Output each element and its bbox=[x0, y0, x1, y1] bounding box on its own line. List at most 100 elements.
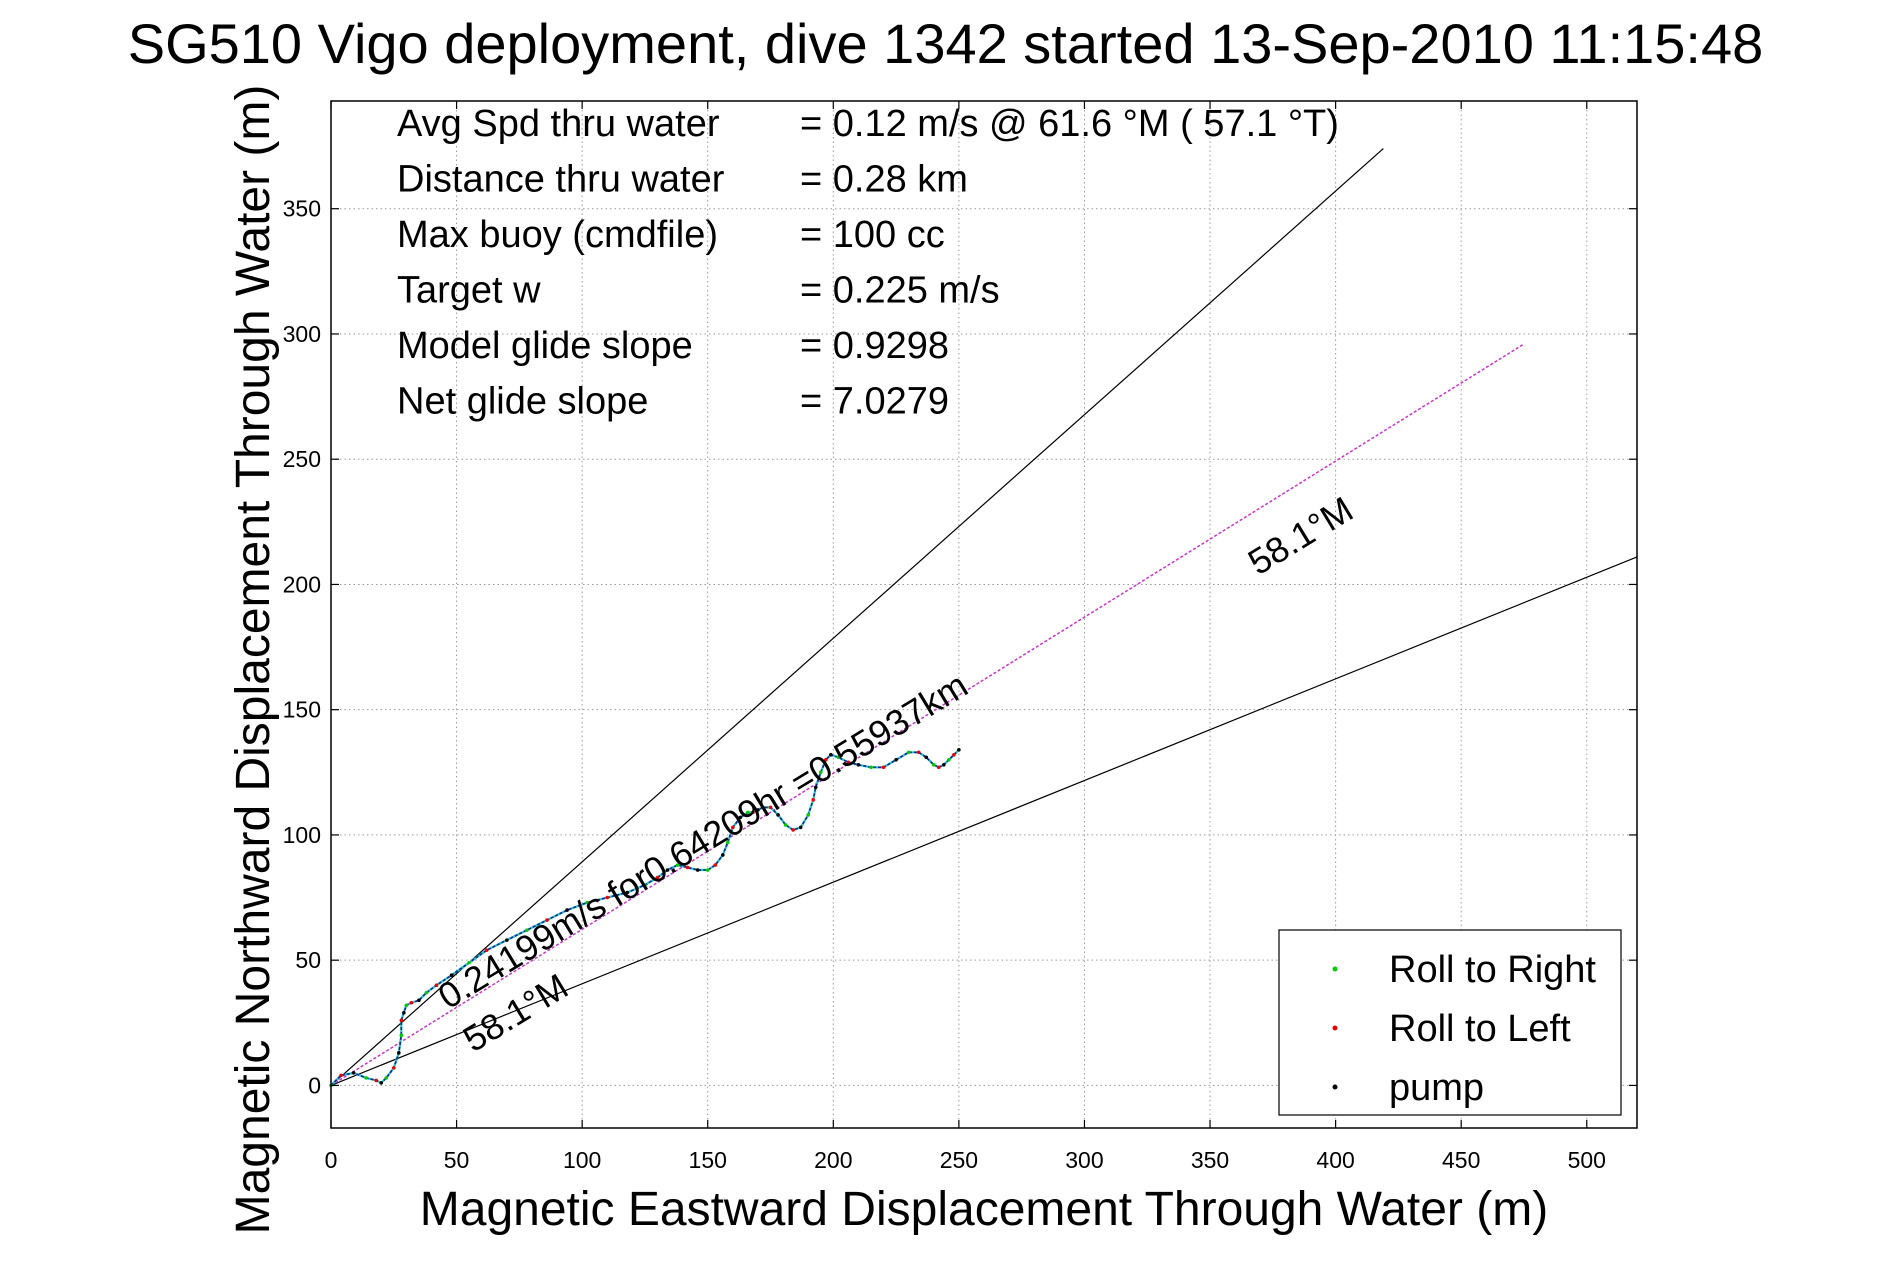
speed-annotation: 0.24199m/s for0.64209hr =0.55937km bbox=[431, 664, 975, 1017]
legend-label-roll-right: Roll to Right bbox=[1389, 949, 1596, 991]
stat-label-target-w: Target w bbox=[397, 270, 541, 312]
stat-value-net-glide: = 7.0279 bbox=[800, 381, 949, 423]
x-tick-label: 500 bbox=[1568, 1147, 1606, 1173]
stat-value-avg-spd: = 0.12 m/s @ 61.6 °M ( 57.1 °T) bbox=[800, 103, 1339, 145]
track-point bbox=[685, 865, 690, 870]
x-tick-label: 350 bbox=[1191, 1147, 1229, 1173]
track-point bbox=[931, 762, 936, 767]
y-tick-label: 350 bbox=[283, 196, 321, 222]
track-point bbox=[565, 908, 569, 912]
track-point bbox=[705, 868, 710, 872]
x-tick-label: 0 bbox=[325, 1147, 338, 1173]
stat-label-avg-spd: Avg Spd thru water bbox=[397, 103, 720, 145]
track-point bbox=[397, 1051, 401, 1055]
stat-value-target-w: = 0.225 m/s bbox=[800, 270, 1000, 312]
plot-frame bbox=[330, 100, 1638, 1129]
legend-label-roll-left: Roll to Left bbox=[1389, 1008, 1571, 1050]
track-point bbox=[351, 1071, 356, 1075]
y-tick-label: 50 bbox=[295, 947, 321, 973]
track-point bbox=[836, 755, 841, 760]
mean-heading-line bbox=[330, 343, 1525, 1087]
x-tick-label: 300 bbox=[1065, 1147, 1103, 1173]
track-point bbox=[713, 863, 718, 867]
y-tick-label: 250 bbox=[283, 446, 321, 472]
track-point bbox=[379, 1081, 384, 1085]
track-point bbox=[585, 900, 589, 905]
chart-title: SG510 Vigo deployment, dive 1342 started… bbox=[127, 12, 1764, 75]
track-point bbox=[738, 815, 743, 820]
y-tick-label: 200 bbox=[283, 571, 321, 597]
x-tick-label: 150 bbox=[689, 1147, 727, 1173]
track-point bbox=[402, 1010, 406, 1015]
stat-label-net-glide: Net glide slope bbox=[397, 381, 648, 423]
track-point bbox=[449, 973, 454, 978]
track-point bbox=[434, 983, 439, 988]
x-tick-label: 50 bbox=[444, 1147, 470, 1173]
track-point bbox=[924, 755, 929, 760]
track-point bbox=[505, 938, 509, 942]
track-point bbox=[818, 770, 823, 775]
track-point bbox=[746, 810, 750, 815]
track-point bbox=[881, 765, 886, 770]
dive-stats: Avg Spd thru water = 0.12 m/s @ 61.6 °M … bbox=[397, 103, 1339, 423]
track-point bbox=[695, 868, 700, 872]
track-point bbox=[484, 948, 489, 952]
x-tick-label: 200 bbox=[814, 1147, 852, 1173]
glider-track bbox=[329, 747, 961, 1088]
track-point bbox=[869, 765, 873, 770]
y-axis-label: Magnetic Northward Displacement Through … bbox=[227, 85, 280, 1235]
track-point bbox=[916, 750, 921, 755]
track-point bbox=[374, 1078, 379, 1083]
track-point bbox=[791, 828, 795, 832]
track-point bbox=[424, 990, 429, 995]
stat-label-max-buoy: Max buoy (cmdfile) bbox=[397, 214, 718, 256]
track-point bbox=[364, 1076, 368, 1080]
track-point bbox=[605, 895, 610, 900]
track-point bbox=[894, 757, 898, 762]
track-line-underlay bbox=[330, 749, 960, 1087]
track-point bbox=[625, 890, 630, 895]
track-point bbox=[823, 757, 828, 762]
x-tick-label: 400 bbox=[1316, 1147, 1354, 1173]
track-point bbox=[846, 760, 851, 765]
legend-label-pump: pump bbox=[1389, 1067, 1484, 1109]
track-point bbox=[761, 805, 765, 810]
track-point bbox=[942, 762, 946, 767]
track-point bbox=[768, 805, 773, 810]
y-tick-label: 150 bbox=[283, 697, 321, 723]
y-tick-label: 0 bbox=[308, 1072, 321, 1098]
x-tick-label: 100 bbox=[563, 1147, 601, 1173]
track-point bbox=[391, 1066, 396, 1070]
track-point bbox=[806, 813, 810, 817]
track-point bbox=[643, 883, 647, 887]
x-tick-label: 250 bbox=[940, 1147, 978, 1173]
track-point bbox=[856, 762, 861, 767]
track-point bbox=[404, 1003, 409, 1008]
track-point bbox=[721, 853, 725, 857]
track-point bbox=[467, 960, 471, 965]
track-point bbox=[906, 750, 911, 755]
stat-value-distance: = 0.28 km bbox=[800, 159, 968, 201]
track-point bbox=[783, 823, 788, 827]
stat-value-model-glide: = 0.9298 bbox=[800, 325, 949, 367]
track-point bbox=[339, 1073, 343, 1078]
legend-marker-roll-right bbox=[1332, 966, 1338, 972]
track-point bbox=[731, 825, 735, 830]
legend: Roll to Right Roll to Left pump bbox=[1278, 929, 1622, 1116]
stat-label-model-glide: Model glide slope bbox=[397, 325, 693, 367]
heading-annotation-upper: 58.1°M bbox=[1241, 488, 1360, 582]
track-point bbox=[399, 1033, 404, 1038]
x-tick-label: 450 bbox=[1442, 1147, 1480, 1173]
track-point bbox=[409, 1000, 414, 1005]
track-point bbox=[545, 918, 549, 922]
legend-marker-roll-left bbox=[1332, 1025, 1338, 1031]
track-point bbox=[751, 810, 755, 815]
track-point bbox=[813, 785, 818, 790]
track-point bbox=[675, 863, 680, 867]
track-point bbox=[828, 752, 833, 757]
track-point bbox=[936, 765, 941, 770]
y-tick-label: 100 bbox=[283, 822, 321, 848]
track-point bbox=[399, 1018, 404, 1023]
track-point bbox=[417, 998, 421, 1003]
heading-bound-line-2 bbox=[330, 556, 1638, 1086]
